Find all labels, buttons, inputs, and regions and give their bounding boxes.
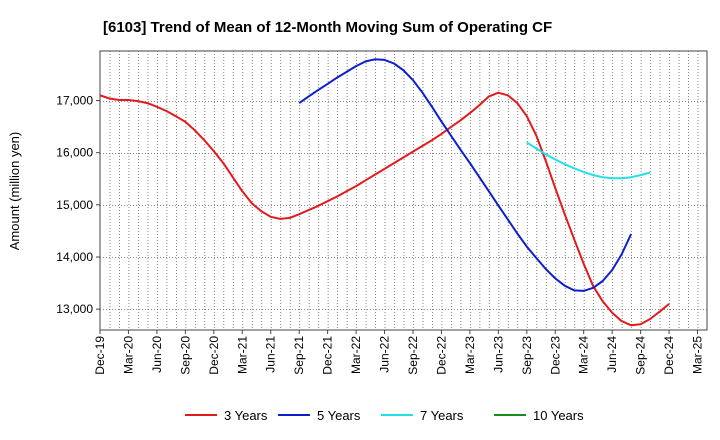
legend-label: 7 Years [420, 408, 464, 423]
legend-label: 5 Years [317, 408, 361, 423]
x-tick-label: Mar-20 [121, 336, 135, 374]
y-axis: 13,000 14,000 15,000 16,000 17,000 [56, 94, 100, 316]
series-line-5-years [298, 58, 633, 292]
x-tick-label: Sep-24 [634, 336, 648, 375]
x-tick-label: Jun-20 [150, 336, 164, 373]
x-tick-label: Dec-19 [93, 336, 107, 375]
x-tick-label: Mar-22 [349, 336, 363, 374]
y-tick-label: 13,000 [56, 302, 93, 316]
legend-label: 10 Years [533, 408, 584, 423]
y-tick-label: 14,000 [56, 250, 93, 264]
y-tick-label: 16,000 [56, 146, 93, 160]
y-tick-label: 15,000 [56, 198, 93, 212]
x-tick-label: Jun-23 [491, 336, 505, 373]
x-tick-label: Jun-24 [605, 336, 619, 373]
chart-title: [6103] Trend of Mean of 12-Month Moving … [103, 19, 552, 36]
x-tick-label: Jun-22 [378, 336, 392, 373]
x-tick-label: Mar-21 [235, 336, 249, 374]
x-tick-label: Dec-22 [434, 336, 448, 375]
x-tick-label: Mar-24 [577, 336, 591, 374]
x-tick-label: Sep-20 [178, 336, 192, 375]
plot-frame [99, 50, 708, 331]
legend: 3 Years 5 Years 7 Years 10 Years [185, 408, 584, 423]
x-tick-label: Dec-23 [548, 336, 562, 375]
plot-area [99, 50, 708, 331]
series-line-7-years [526, 141, 651, 180]
x-tick-label: Sep-22 [406, 336, 420, 375]
x-tick-label: Jun-21 [264, 336, 278, 373]
series-lines [99, 58, 670, 327]
x-tick-label: Sep-23 [520, 336, 534, 375]
series-line-3-years [99, 91, 670, 327]
grid-lines [100, 51, 707, 330]
x-tick-label: Mar-23 [463, 336, 477, 374]
x-tick-label: Sep-21 [292, 336, 306, 375]
y-axis-label: Amount (million yen) [7, 132, 22, 251]
legend-label: 3 Years [224, 408, 268, 423]
x-tick-label: Dec-24 [662, 336, 676, 375]
x-tick-label: Dec-20 [207, 336, 221, 375]
x-tick-label: Mar-25 [691, 336, 705, 374]
x-axis: Dec-19 Mar-20 Jun-20 Sep-20 Dec-20 Mar-21 Jun-… [93, 330, 705, 375]
x-tick-label: Dec-21 [321, 336, 335, 375]
y-tick-label: 17,000 [56, 94, 93, 108]
